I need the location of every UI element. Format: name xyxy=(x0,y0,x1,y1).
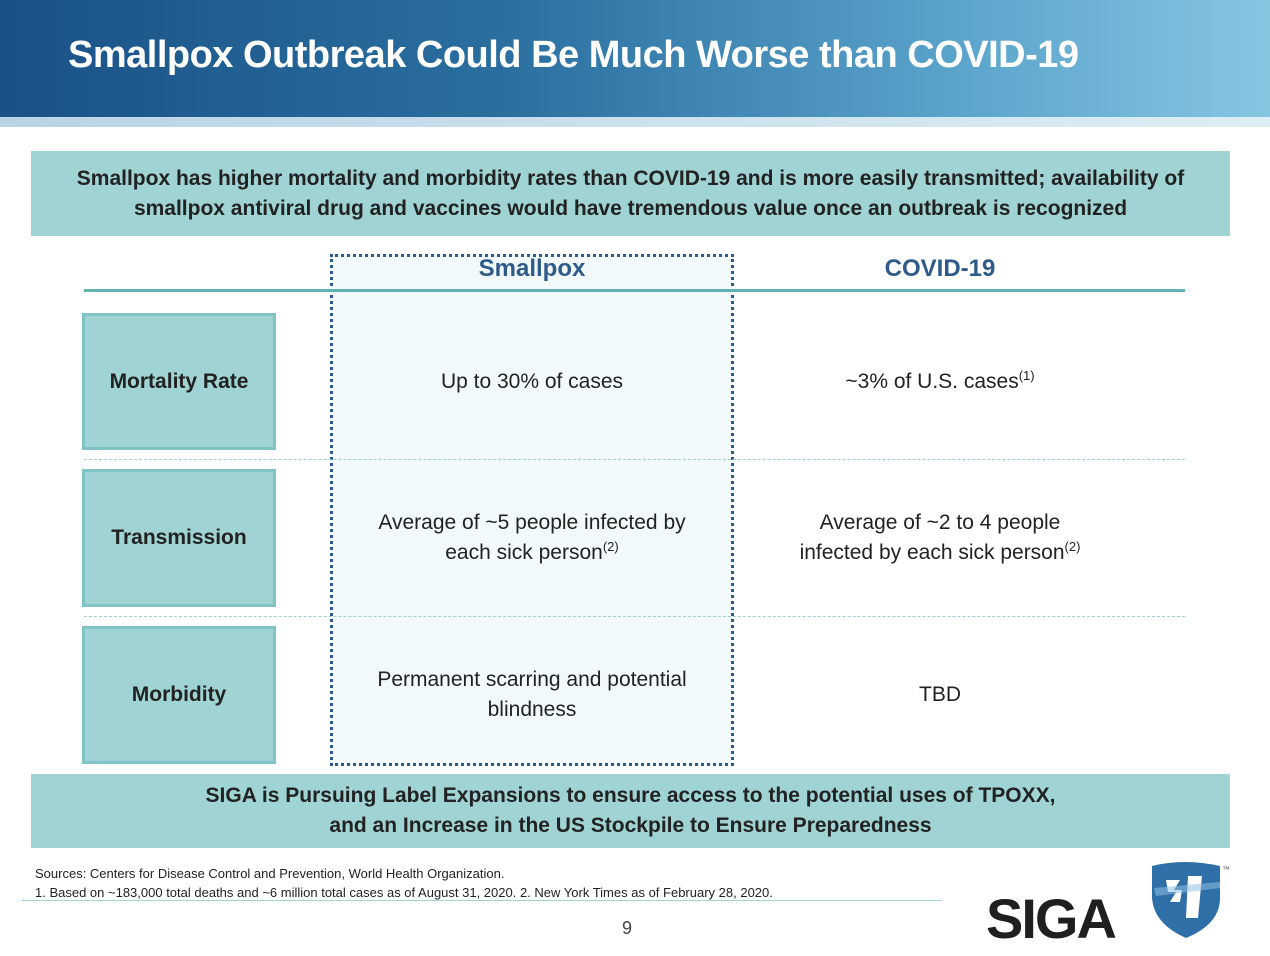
footer-rule xyxy=(22,900,942,901)
cell-smallpox-mortality: Up to 30% of cases xyxy=(336,313,728,450)
shield-icon xyxy=(1152,862,1220,938)
column-heading-covid: COVID-19 xyxy=(884,255,996,282)
siga-logo: SIGA ™ xyxy=(986,862,1230,944)
header-rule xyxy=(84,289,1185,292)
header-strip xyxy=(0,117,1270,127)
row-label-transmission: Transmission xyxy=(82,469,276,607)
footnotes: Sources: Centers for Disease Control and… xyxy=(35,864,773,902)
sources-text: Sources: Centers for Disease Control and… xyxy=(35,866,505,881)
logo-wordmark: SIGA xyxy=(986,887,1115,944)
cell-text: blindness xyxy=(487,698,577,721)
summary-banner-line-2: smallpox antiviral drug and vaccines wou… xyxy=(133,196,1128,220)
conclusion-banner-line-1: SIGA is Pursuing Label Expansions to ens… xyxy=(205,784,1056,807)
row-divider xyxy=(84,616,1185,617)
cell-text: Permanent scarring and potential xyxy=(377,668,687,691)
footnote-ref: (2) xyxy=(1064,539,1081,554)
summary-banner: Smallpox has higher mortality and morbid… xyxy=(31,151,1230,236)
trademark-mark: ™ xyxy=(1222,865,1230,874)
cell-text: Up to 30% of cases xyxy=(440,369,624,393)
footnote-ref: (1) xyxy=(1018,367,1035,383)
summary-banner-line-1: Smallpox has higher mortality and morbid… xyxy=(76,166,1185,190)
cell-text: each sick person xyxy=(445,541,603,564)
cell-covid-mortality: ~3% of U.S. cases(1) xyxy=(740,313,1140,450)
conclusion-banner-line-2: and an Increase in the US Stockpile to E… xyxy=(329,814,932,837)
page-number: 9 xyxy=(622,918,633,938)
row-label-mortality-rate: Mortality Rate xyxy=(82,313,276,450)
row-divider xyxy=(84,459,1185,460)
cell-smallpox-morbidity: Permanent scarring and potential blindne… xyxy=(336,626,728,764)
cell-text: Average of ~5 people infected by xyxy=(378,511,686,534)
row-label-morbidity: Morbidity xyxy=(82,626,276,764)
cell-text: TBD xyxy=(919,683,961,706)
header-bar xyxy=(0,0,1270,117)
column-heading-smallpox: Smallpox xyxy=(478,255,586,282)
smallpox-highlight-box xyxy=(330,254,734,766)
footnote-ref: (2) xyxy=(602,539,619,554)
cell-text: infected by each sick person xyxy=(799,541,1065,564)
notes-text: 1. Based on ~183,000 total deaths and ~6… xyxy=(35,885,773,900)
cell-covid-morbidity: TBD xyxy=(740,626,1140,764)
cell-smallpox-transmission: Average of ~5 people infected by each si… xyxy=(336,469,728,607)
page-title: Smallpox Outbreak Could Be Much Worse th… xyxy=(68,34,1079,76)
cell-text: Average of ~2 to 4 people xyxy=(819,511,1061,534)
cell-covid-transmission: Average of ~2 to 4 people infected by ea… xyxy=(740,469,1140,607)
conclusion-banner: SIGA is Pursuing Label Expansions to ens… xyxy=(31,774,1230,848)
cell-text: ~3% of U.S. cases xyxy=(845,369,1019,393)
